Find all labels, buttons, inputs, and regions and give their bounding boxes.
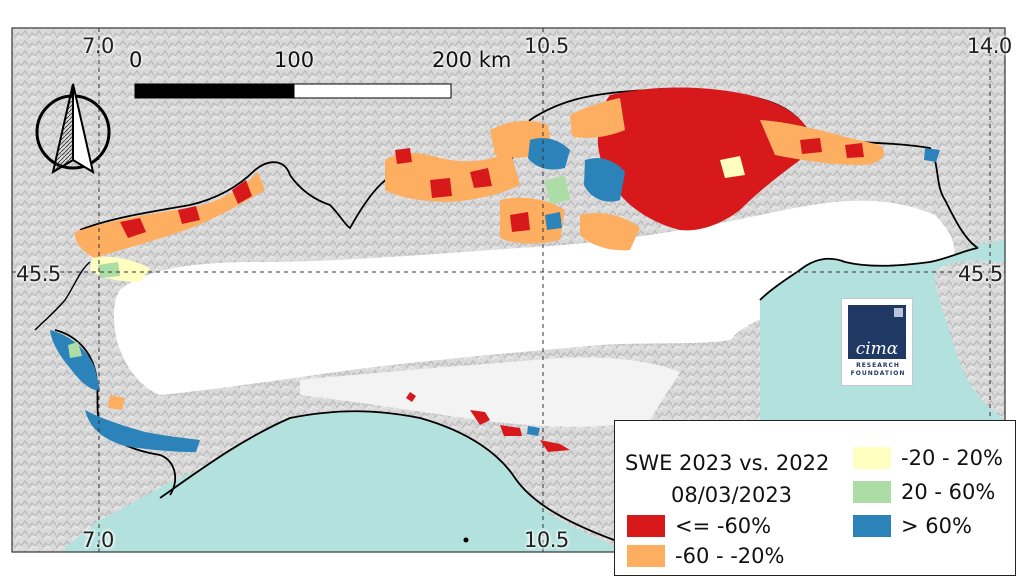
scale-label-200: 200 km: [432, 48, 512, 72]
ligurian-sea: [60, 412, 614, 552]
cima-logo-word: cimα: [855, 339, 899, 359]
legend-item-5: > 60%: [853, 513, 972, 539]
north-arrow-icon: [35, 83, 111, 175]
legend-label-3: -20 - 20%: [901, 446, 1003, 470]
legend-label-1: <= -60%: [675, 514, 772, 538]
legend-swatch-5: [853, 515, 891, 537]
po-plain: [113, 200, 955, 395]
lon-label-bottom-2: 10.5: [524, 528, 569, 552]
legend-swatch-3: [853, 447, 891, 469]
legend-swatch-4: [853, 481, 891, 503]
scale-label-0: 0: [129, 48, 143, 72]
scale-bar: [134, 83, 452, 99]
legend-swatch-2: [627, 545, 665, 567]
lon-label-bottom-1: 7.0: [82, 528, 114, 552]
lon-label-top-1: 7.0: [82, 34, 114, 58]
legend-label-5: > 60%: [901, 514, 972, 538]
cima-logo: cimα RESEARCH FOUNDATION: [841, 298, 913, 386]
lon-label-top-2: 10.5: [524, 34, 569, 58]
legend-date: 08/03/2023: [671, 483, 793, 507]
legend-swatch-1: [627, 515, 665, 537]
legend-label-2: -60 - -20%: [675, 544, 785, 568]
lat-label-left: 45.5: [16, 262, 61, 286]
cima-logo-line2: FOUNDATION: [850, 370, 906, 377]
lon-label-top-3: 14.0: [967, 34, 1012, 58]
legend-item-3: -20 - 20%: [853, 445, 1003, 471]
swe-patches: [50, 87, 940, 452]
legend-item-2: -60 - -20%: [627, 543, 784, 569]
lat-label-right: 45.5: [958, 262, 1003, 286]
legend-item-4: 20 - 60%: [853, 479, 995, 505]
legend-title: SWE 2023 vs. 2022: [625, 451, 830, 475]
legend-item-1: <= -60%: [627, 513, 771, 539]
map-frame: [11, 27, 1006, 553]
legend: SWE 2023 vs. 2022 08/03/2023 <= -60% -60…: [614, 420, 1016, 576]
graticule: [12, 28, 1005, 552]
cima-logo-line1: RESEARCH: [856, 362, 900, 369]
legend-label-4: 20 - 60%: [901, 480, 996, 504]
scale-label-100: 100: [274, 48, 315, 72]
